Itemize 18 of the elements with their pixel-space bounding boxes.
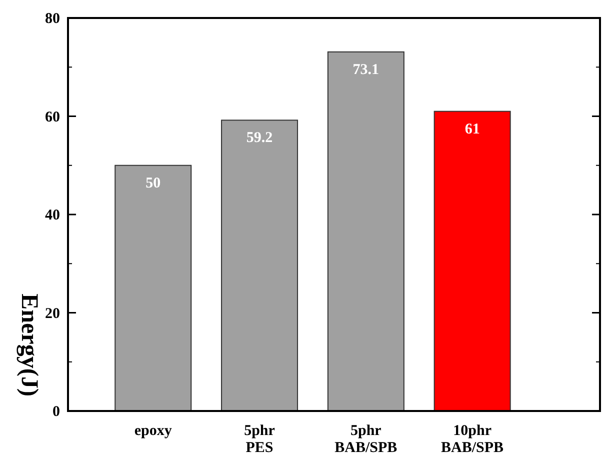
bar bbox=[114, 164, 192, 412]
data-label: 73.1 bbox=[352, 62, 380, 78]
x-tick-label: 5phr BAB/SPB bbox=[334, 423, 398, 456]
y-tick-label: 20 bbox=[45, 306, 60, 322]
x-tick-label: 10phr BAB/SPB bbox=[441, 423, 504, 456]
data-label: 50 bbox=[146, 175, 161, 192]
y-tick-label: 60 bbox=[45, 109, 60, 126]
x-tick-label: epoxy bbox=[134, 423, 172, 439]
y-tick-label: 80 bbox=[45, 11, 60, 27]
bar bbox=[221, 120, 298, 412]
y-tick-label: 40 bbox=[45, 208, 60, 224]
x-tick-label: 5phr PES bbox=[244, 423, 276, 456]
bar bbox=[327, 51, 404, 412]
data-label: 61 bbox=[464, 121, 480, 138]
y-axis-title: Energy(J) bbox=[16, 294, 42, 396]
y-tick-label: 0 bbox=[52, 404, 60, 420]
data-label: 59.2 bbox=[246, 130, 273, 146]
bar bbox=[434, 110, 511, 412]
